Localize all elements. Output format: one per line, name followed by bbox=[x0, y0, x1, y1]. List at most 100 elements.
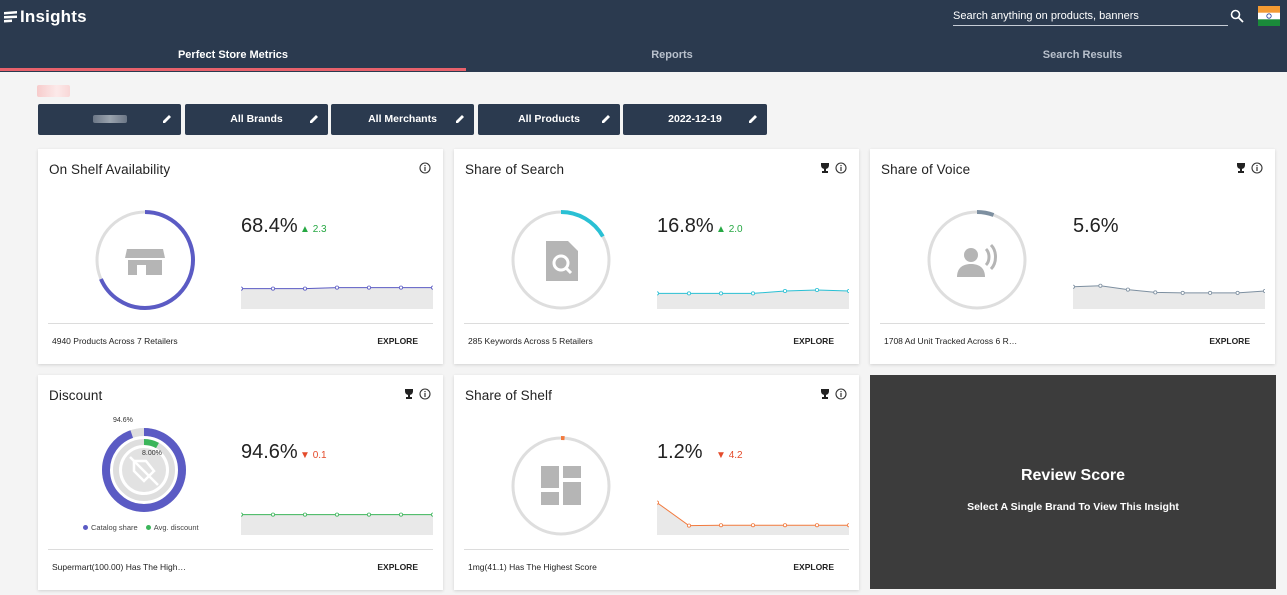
sparkline-line bbox=[657, 502, 849, 527]
card-title: Discount bbox=[49, 388, 103, 403]
india-flag-icon[interactable] bbox=[1258, 6, 1280, 26]
info-icon[interactable] bbox=[835, 162, 847, 174]
share-of-voice-ring bbox=[927, 210, 1027, 310]
trophy-icon[interactable] bbox=[1235, 162, 1247, 174]
sparkline-point[interactable] bbox=[270, 512, 275, 517]
search-document-icon bbox=[546, 241, 578, 281]
sparkline-point[interactable] bbox=[270, 286, 275, 291]
sparkline-point[interactable] bbox=[814, 287, 819, 292]
trend-sparkline bbox=[657, 287, 849, 309]
sparkline-point[interactable] bbox=[303, 512, 308, 517]
sparkline-point[interactable] bbox=[719, 523, 724, 528]
catalog-share-arc bbox=[102, 428, 186, 512]
search-icon[interactable] bbox=[1230, 9, 1244, 23]
filter-date[interactable]: 2022-12-19 bbox=[623, 104, 767, 135]
sparkline-area bbox=[657, 502, 849, 535]
sparkline-point[interactable] bbox=[751, 291, 756, 296]
info-icon[interactable] bbox=[835, 388, 847, 400]
sparkline-point[interactable] bbox=[1263, 289, 1265, 293]
sparkline-point[interactable] bbox=[1235, 290, 1240, 295]
sparkline-point[interactable] bbox=[1098, 283, 1103, 288]
trophy-icon[interactable] bbox=[819, 162, 831, 174]
tab-search-results[interactable]: Search Results bbox=[1042, 49, 1123, 61]
metric-value: 5.6% bbox=[1073, 215, 1119, 237]
sparkline-point[interactable] bbox=[431, 285, 433, 290]
sparkline-point[interactable] bbox=[847, 289, 849, 293]
app-title: Insights bbox=[20, 7, 87, 26]
tab-perfect-store-metrics[interactable]: Perfect Store Metrics bbox=[0, 42, 466, 71]
sparkline-line bbox=[1073, 285, 1265, 294]
metric-value: 1.2% bbox=[657, 441, 703, 463]
tab-reports[interactable]: Reports bbox=[651, 49, 693, 61]
divider bbox=[48, 549, 433, 550]
divider bbox=[464, 323, 849, 324]
edit-icon[interactable] bbox=[309, 114, 319, 124]
info-icon[interactable] bbox=[419, 162, 431, 174]
no-discount-icon bbox=[129, 456, 159, 486]
trophy-icon[interactable] bbox=[403, 388, 415, 400]
edit-icon[interactable] bbox=[601, 114, 611, 124]
filter-category[interactable] bbox=[38, 104, 181, 135]
explore-button[interactable]: EXPLORE bbox=[793, 562, 834, 572]
sparkline-point[interactable] bbox=[1153, 290, 1158, 295]
sparkline-point[interactable] bbox=[686, 523, 691, 528]
sparkline-point[interactable] bbox=[241, 286, 243, 291]
sparkline-point[interactable] bbox=[1208, 290, 1213, 295]
sparkline-point[interactable] bbox=[367, 285, 372, 290]
store-icon bbox=[125, 249, 165, 275]
ring-progress-arc bbox=[511, 436, 611, 536]
speaking-person-icon bbox=[957, 243, 997, 277]
trend-sparkline bbox=[241, 285, 433, 309]
explore-button[interactable]: EXPLORE bbox=[793, 336, 834, 346]
sparkline-point[interactable] bbox=[398, 512, 403, 517]
explore-button[interactable]: EXPLORE bbox=[377, 562, 418, 572]
edit-icon[interactable] bbox=[162, 114, 172, 124]
sparkline-point[interactable] bbox=[847, 523, 849, 528]
search-input[interactable]: Search anything on products, banners bbox=[953, 8, 1228, 26]
sparkline-point[interactable] bbox=[367, 512, 372, 517]
metric-delta: ▼ 4.2 bbox=[716, 450, 743, 461]
sparkline-point[interactable] bbox=[751, 523, 756, 528]
sparkline-point[interactable] bbox=[431, 512, 433, 517]
explore-button[interactable]: EXPLORE bbox=[1209, 336, 1250, 346]
divider bbox=[464, 549, 849, 550]
sparkline-point[interactable] bbox=[1125, 287, 1130, 292]
metric-delta: ▲ 2.0 bbox=[716, 224, 743, 235]
filter-merchants[interactable]: All Merchants bbox=[331, 104, 474, 135]
metric-value: 16.8% bbox=[657, 215, 714, 237]
trophy-icon[interactable] bbox=[819, 388, 831, 400]
filter-brands[interactable]: All Brands bbox=[185, 104, 328, 135]
blurred-brand-label bbox=[37, 85, 70, 97]
sparkline-point[interactable] bbox=[783, 288, 788, 293]
sparkline-point[interactable] bbox=[657, 500, 659, 505]
avg-discount-arc bbox=[113, 439, 175, 501]
sparkline-point[interactable] bbox=[1180, 290, 1185, 295]
app-logo[interactable]: Insights bbox=[3, 6, 87, 28]
ring-progress-arc bbox=[95, 210, 195, 310]
sparkline-point[interactable] bbox=[686, 291, 691, 296]
sparkline-point[interactable] bbox=[1073, 284, 1075, 289]
sparkline-area bbox=[241, 287, 433, 309]
sparkline-point[interactable] bbox=[657, 291, 659, 296]
explore-button[interactable]: EXPLORE bbox=[377, 336, 418, 346]
info-icon[interactable] bbox=[419, 388, 431, 400]
edit-icon[interactable] bbox=[455, 114, 465, 124]
edit-icon[interactable] bbox=[748, 114, 758, 124]
trend-up-icon: ▲ bbox=[716, 224, 726, 235]
card-title: Share of Search bbox=[465, 162, 565, 177]
info-icon[interactable] bbox=[1251, 162, 1263, 174]
sparkline-point[interactable] bbox=[783, 523, 788, 528]
sparkline-point[interactable] bbox=[398, 285, 403, 290]
sparkline-point[interactable] bbox=[241, 512, 243, 517]
sparkline-area bbox=[657, 290, 849, 309]
sparkline-point[interactable] bbox=[719, 291, 724, 296]
sparkline-point[interactable] bbox=[814, 523, 819, 528]
divider bbox=[48, 323, 433, 324]
discount-ring-chart: 94.6% 8.00% bbox=[102, 417, 186, 512]
sparkline-point[interactable] bbox=[335, 285, 340, 290]
sparkline-point[interactable] bbox=[335, 512, 340, 517]
card-share-of-shelf: Share of Shelf 1.2% ▼ 4.2 1mg(41.1) Has … bbox=[454, 375, 859, 590]
sparkline-point[interactable] bbox=[303, 286, 308, 291]
card-footer-text: 1708 Ad Unit Tracked Across 6 R… bbox=[884, 336, 1018, 346]
filter-products[interactable]: All Products bbox=[478, 104, 620, 135]
